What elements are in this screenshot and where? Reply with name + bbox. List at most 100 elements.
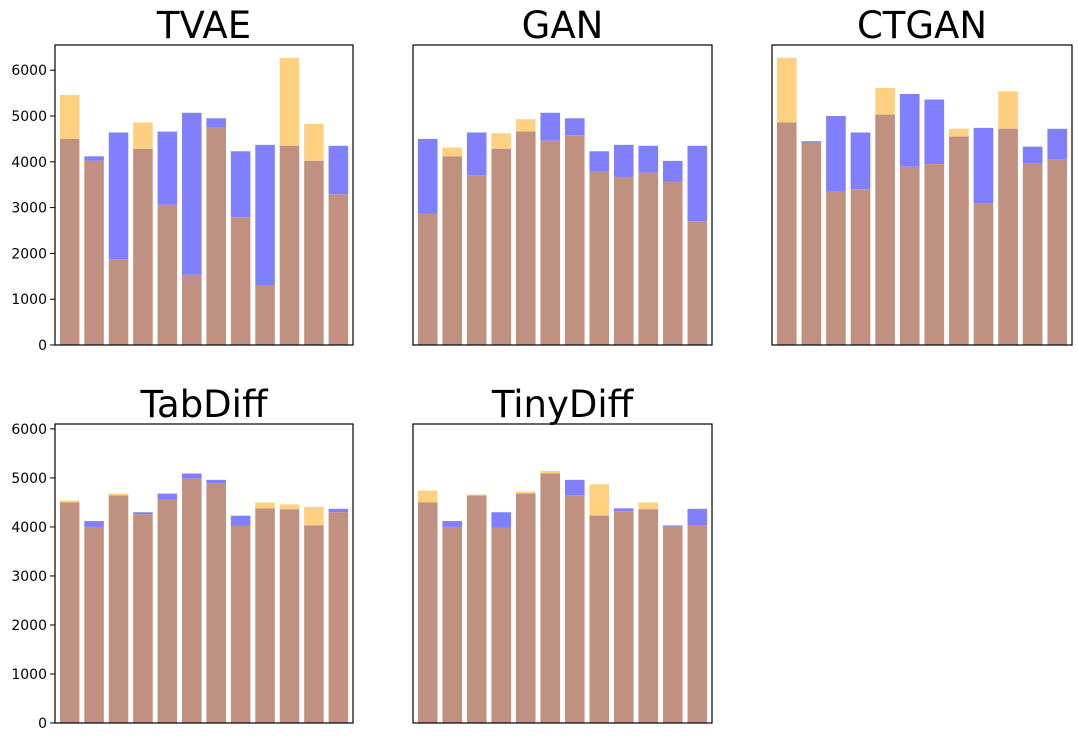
- bar-excess: [491, 133, 512, 149]
- bar-excess: [279, 504, 300, 510]
- bar-overlap: [776, 122, 797, 346]
- y-tick-label: 5000: [11, 109, 47, 125]
- axes-frame: [54, 44, 354, 346]
- subplot-title: CTGAN: [857, 4, 987, 47]
- bar-overlap: [949, 136, 969, 345]
- bar-excess: [230, 515, 251, 526]
- bar-overlap: [255, 508, 275, 723]
- bar-overlap: [328, 194, 349, 345]
- bar-excess: [108, 132, 129, 260]
- bar-excess: [59, 500, 80, 503]
- axes-frame: [412, 44, 713, 346]
- bar-overlap: [662, 181, 683, 345]
- bar-overlap: [564, 135, 585, 345]
- bar-overlap: [59, 138, 80, 345]
- bar-overlap: [826, 191, 846, 345]
- bar-overlap: [540, 140, 561, 345]
- bar-excess: [973, 127, 994, 204]
- bar-excess: [924, 99, 945, 165]
- y-tick-label: 5000: [11, 471, 47, 487]
- bar-overlap: [1047, 159, 1068, 345]
- bar-overlap: [638, 509, 659, 723]
- bar-excess: [826, 115, 846, 192]
- bar-excess: [255, 502, 275, 509]
- y-tick-label: 4000: [11, 155, 47, 171]
- bar-excess: [613, 508, 634, 512]
- bar-excess: [515, 491, 536, 494]
- bar-overlap: [662, 526, 683, 723]
- bar-overlap: [491, 148, 512, 345]
- bar-excess: [328, 145, 349, 195]
- bar-excess: [687, 508, 708, 525]
- bar-excess: [182, 112, 202, 275]
- bar-excess: [540, 112, 561, 141]
- bar-overlap: [304, 525, 324, 723]
- bar-excess: [84, 156, 104, 161]
- bar-overlap: [687, 221, 708, 345]
- bar-overlap: [206, 126, 226, 345]
- bar-excess: [59, 94, 80, 139]
- bar-overlap: [589, 515, 610, 723]
- bar-overlap: [875, 114, 895, 346]
- bar-excess: [613, 144, 634, 177]
- bar-overlap: [973, 203, 994, 345]
- bar-excess: [540, 471, 561, 474]
- bar-excess: [108, 493, 129, 496]
- bar-overlap: [491, 527, 512, 723]
- bar-overlap: [182, 274, 202, 345]
- bar-excess: [133, 122, 153, 149]
- y-tick-label: 3000: [11, 201, 47, 217]
- bar-excess: [638, 145, 659, 173]
- bar-excess: [1022, 146, 1043, 164]
- y-tick-label: 0: [38, 716, 47, 732]
- bar-excess: [801, 141, 822, 143]
- y-tick-label: 1000: [11, 667, 47, 683]
- bar-overlap: [304, 160, 324, 345]
- bar-excess: [255, 144, 275, 285]
- bar-overlap: [108, 259, 129, 345]
- bar-excess: [206, 118, 226, 127]
- bar-overlap: [899, 166, 920, 345]
- bar-overlap: [84, 526, 104, 723]
- bar-overlap: [157, 204, 178, 345]
- bar-excess: [304, 123, 324, 161]
- y-tick-label: 2000: [11, 618, 47, 634]
- bar-excess: [776, 57, 797, 123]
- subplot-5: TinyDiff: [412, 383, 713, 724]
- bar-excess: [662, 525, 683, 527]
- bar-overlap: [466, 495, 487, 723]
- y-tick-label: 0: [38, 338, 47, 354]
- bar-overlap: [613, 176, 634, 345]
- bar-excess: [417, 490, 438, 503]
- bar-overlap: [279, 145, 300, 345]
- y-tick-label: 6000: [11, 63, 47, 79]
- bar-overlap: [1022, 163, 1043, 345]
- bar-overlap: [540, 473, 561, 723]
- subplot-2: GAN: [412, 4, 713, 346]
- axes-frame: [54, 423, 354, 724]
- bar-excess: [466, 494, 487, 496]
- bar-overlap: [564, 495, 585, 723]
- bar-overlap: [924, 164, 945, 345]
- bar-excess: [133, 512, 153, 515]
- bar-excess: [157, 131, 178, 205]
- y-tick-label: 2000: [11, 246, 47, 262]
- subplot-1: TVAE 0 1000 2000 3000 4000 5000 6000: [11, 4, 354, 354]
- bar-excess: [850, 132, 871, 190]
- bar-excess: [638, 502, 659, 510]
- bar-overlap: [417, 502, 438, 723]
- axes-frame: [771, 44, 1073, 346]
- bar-excess: [662, 160, 683, 182]
- subplot-3: CTGAN: [771, 4, 1073, 346]
- axes-frame: [412, 423, 713, 724]
- bar-excess: [564, 118, 585, 136]
- bar-overlap: [230, 217, 251, 345]
- bar-excess: [230, 151, 251, 218]
- bar-overlap: [230, 525, 251, 723]
- bar-overlap: [108, 495, 129, 723]
- bar-overlap: [417, 213, 438, 345]
- bar-excess: [564, 479, 585, 496]
- bar-overlap: [589, 171, 610, 345]
- bar-excess: [875, 88, 895, 115]
- bar-overlap: [850, 189, 871, 345]
